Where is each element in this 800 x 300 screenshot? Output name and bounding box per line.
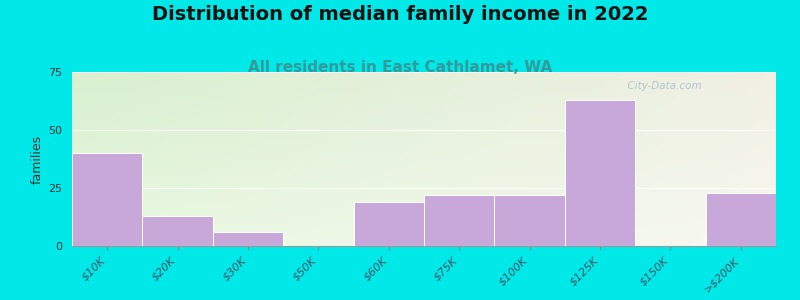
Bar	[142, 216, 213, 246]
Bar	[72, 153, 142, 246]
Bar	[565, 100, 635, 246]
Text: Distribution of median family income in 2022: Distribution of median family income in …	[152, 4, 648, 23]
Text: All residents in East Cathlamet, WA: All residents in East Cathlamet, WA	[248, 60, 552, 75]
Bar	[494, 195, 565, 246]
Y-axis label: families: families	[31, 134, 44, 184]
Bar	[213, 232, 283, 246]
Bar	[424, 195, 494, 246]
Bar	[706, 193, 776, 246]
Text: City-Data.com: City-Data.com	[621, 81, 702, 91]
Bar	[354, 202, 424, 246]
